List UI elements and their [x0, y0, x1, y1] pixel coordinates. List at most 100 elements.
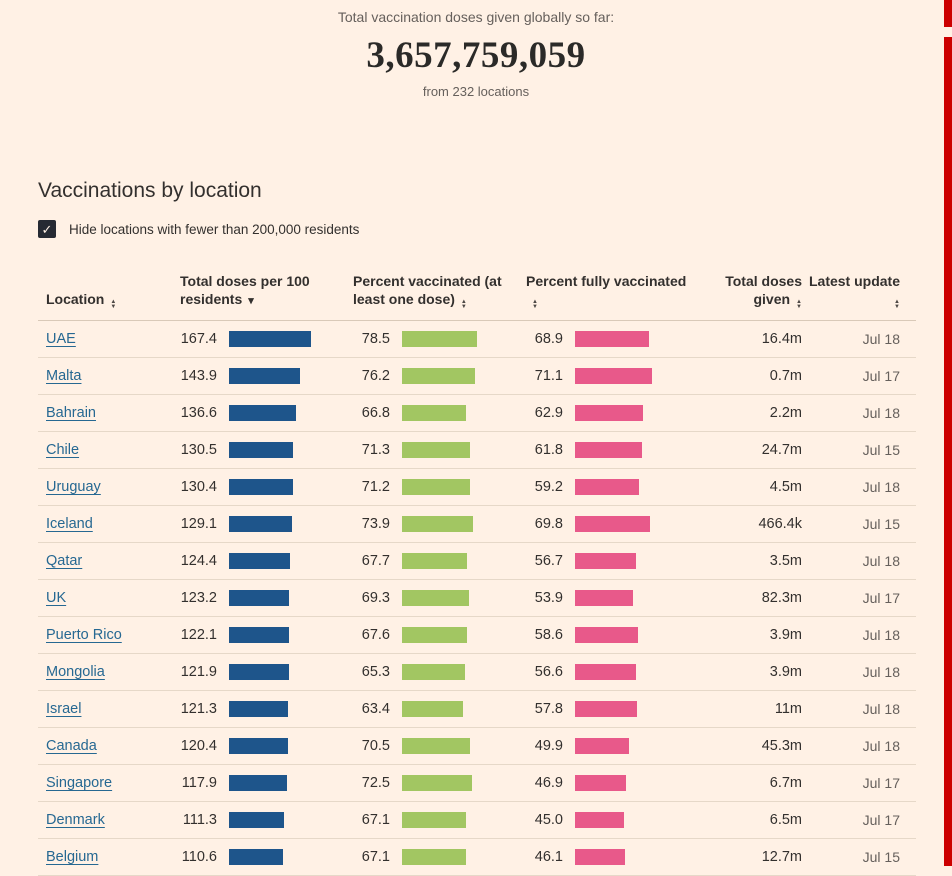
pct_one_dose-cell: 71.3: [339, 442, 512, 458]
population-filter-checkbox[interactable]: ✓: [38, 220, 56, 238]
table-body: UAE 167.4 78.5 68.9 16.4m Jul 18 Malta 143.9 76.…: [38, 321, 916, 876]
doses_per_100-cell: 117.9: [166, 775, 339, 791]
value-bar: [575, 701, 637, 717]
value-bar: [402, 775, 472, 791]
location-link[interactable]: Qatar: [46, 553, 83, 569]
value-label: 59.2: [534, 479, 563, 495]
doses_per_100-cell: 124.4: [166, 553, 339, 569]
location-link[interactable]: Bahrain: [46, 405, 96, 421]
latest-update-cell: Jul 15: [862, 849, 900, 865]
checkmark-icon: ✓: [41, 221, 53, 237]
sort-icon: ▲ ▼: [460, 299, 467, 310]
location-link[interactable]: Canada: [46, 738, 97, 754]
latest-update-cell: Jul 18: [862, 331, 900, 347]
sort-desc-icon: ▾: [248, 295, 254, 307]
pct_fully-cell: 57.8: [512, 701, 688, 717]
value-bar: [229, 812, 284, 828]
pct_fully-cell: 56.6: [512, 664, 688, 680]
value-bar: [229, 479, 293, 495]
value-bar: [575, 627, 638, 643]
location-link[interactable]: Malta: [46, 368, 82, 384]
location-link[interactable]: Uruguay: [46, 479, 101, 495]
pct_one_dose-cell: 63.4: [339, 701, 512, 717]
total-doses-cell: 82.3m: [761, 590, 802, 606]
column-header-label: Latest update: [808, 273, 900, 289]
page-edge-accent-top: [944, 0, 952, 27]
value-bar: [575, 664, 636, 680]
doses_per_100-cell: 111.3: [166, 812, 339, 828]
column-header-pct_one_dose[interactable]: Percent vaccinated (at least one dose) ▲ ▼: [339, 272, 512, 310]
sort-icon: ▲ ▼: [796, 299, 802, 310]
value-bar: [575, 849, 625, 865]
value-label: 71.1: [534, 368, 563, 384]
value-label: 136.6: [180, 405, 217, 421]
value-bar: [229, 442, 293, 458]
doses_per_100-cell: 110.6: [166, 849, 339, 865]
value-label: 121.3: [180, 701, 217, 717]
total-doses-cell: 2.2m: [769, 405, 802, 421]
pct_one_dose-cell: 67.7: [339, 553, 512, 569]
location-link[interactable]: Singapore: [46, 775, 113, 791]
value-bar: [229, 516, 292, 532]
location-cell: Puerto Rico: [46, 627, 166, 643]
pct_fully-cell: 45.0: [512, 812, 688, 828]
sort-up-arrow: ▲: [110, 299, 117, 305]
doses_per_100-cell: 143.9: [166, 368, 339, 384]
doses_per_100-cell: 120.4: [166, 738, 339, 754]
value-bar: [229, 627, 289, 643]
location-cell: Iceland: [46, 516, 166, 532]
table-row: Belgium 110.6 67.1 46.1 12.7m Jul 15: [38, 839, 916, 876]
location-link[interactable]: Mongolia: [46, 664, 105, 680]
global-total-count: 3,657,759,059: [366, 35, 586, 76]
sort-up-arrow: ▲: [532, 299, 538, 305]
location-link[interactable]: Puerto Rico: [46, 627, 122, 643]
location-link[interactable]: Chile: [46, 442, 80, 458]
column-header-label: Location: [46, 291, 105, 307]
latest-update-cell: Jul 18: [862, 405, 900, 421]
global-total-header: Total vaccination doses given globally s…: [0, 0, 952, 99]
location-link[interactable]: Denmark: [46, 812, 105, 828]
value-bar: [229, 664, 289, 680]
latest-update-cell: Jul 18: [862, 701, 900, 717]
location-link[interactable]: Israel: [46, 701, 82, 717]
column-header-location[interactable]: Location ▲ ▼: [46, 290, 166, 310]
value-bar: [402, 849, 466, 865]
location-link[interactable]: UAE: [46, 331, 76, 347]
doses_per_100-cell: 130.5: [166, 442, 339, 458]
pct_one_dose-cell: 78.5: [339, 331, 512, 347]
latest-update-cell: Jul 18: [862, 738, 900, 754]
value-label: 73.9: [361, 516, 390, 532]
pct_fully-cell: 49.9: [512, 738, 688, 754]
value-label: 57.8: [534, 701, 563, 717]
value-bar: [402, 738, 470, 754]
table-row: Singapore 117.9 72.5 46.9 6.7m Jul 17: [38, 765, 916, 802]
location-cell: Canada: [46, 738, 166, 754]
population-filter[interactable]: ✓ Hide locations with fewer than 200,000…: [38, 220, 914, 238]
column-header-pct_fully[interactable]: Percent fully vaccinated ▲ ▼: [512, 272, 688, 310]
column-header-latest_update[interactable]: Latest update ▲ ▼: [802, 272, 900, 310]
pct_one_dose-cell: 70.5: [339, 738, 512, 754]
value-label: 46.1: [534, 849, 563, 865]
value-label: 66.8: [361, 405, 390, 421]
doses_per_100-cell: 136.6: [166, 405, 339, 421]
latest-update-cell: Jul 18: [862, 627, 900, 643]
location-link[interactable]: Iceland: [46, 516, 93, 532]
location-cell: Qatar: [46, 553, 166, 569]
value-bar: [402, 812, 466, 828]
pct_fully-cell: 46.1: [512, 849, 688, 865]
value-label: 46.9: [534, 775, 563, 791]
column-header-doses_per_100[interactable]: Total doses per 100 residents ▾: [166, 272, 339, 310]
value-label: 117.9: [181, 775, 217, 791]
location-link[interactable]: Belgium: [46, 849, 99, 865]
value-bar: [229, 368, 300, 384]
location-link[interactable]: UK: [46, 590, 67, 606]
value-bar: [402, 701, 463, 717]
value-label: 121.9: [180, 664, 217, 680]
sort-icon: ▲ ▼: [532, 299, 538, 310]
sort-down-arrow: ▼: [460, 304, 467, 310]
pct_fully-cell: 62.9: [512, 405, 688, 421]
total-doses-cell: 3.5m: [769, 553, 802, 569]
value-bar: [402, 442, 470, 458]
location-cell: Malta: [46, 368, 166, 384]
column-header-total_doses[interactable]: Total doses given ▲ ▼: [688, 272, 802, 310]
